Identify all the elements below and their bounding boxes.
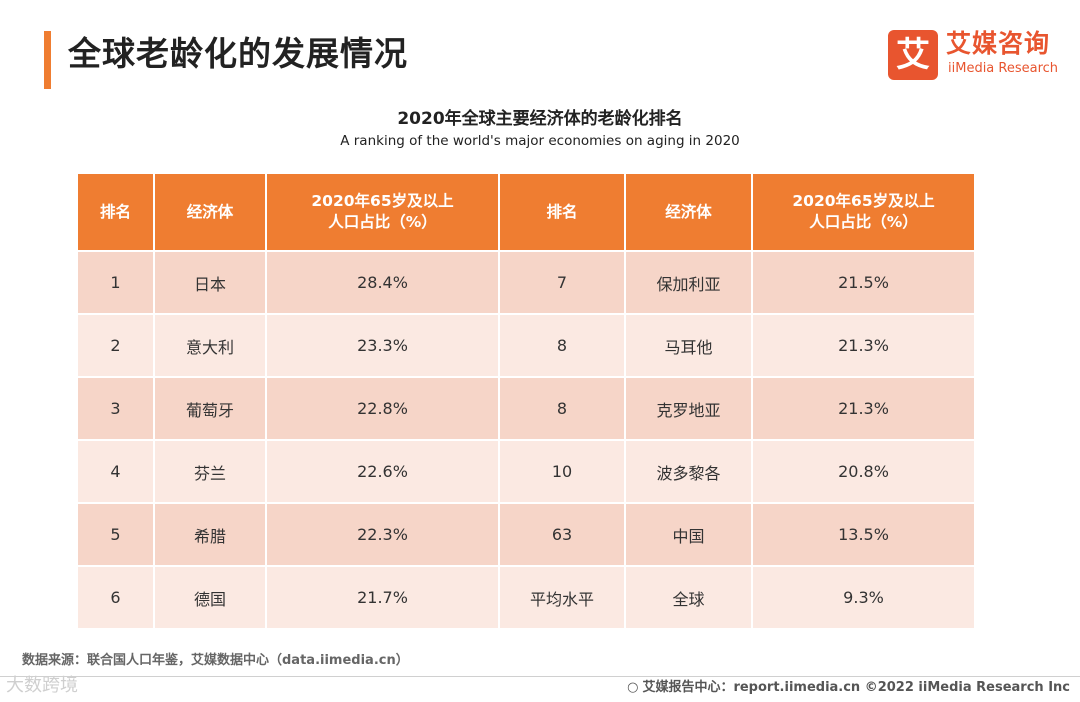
rank-cell: 4: [78, 440, 155, 504]
percent-cell: 22.6%: [266, 440, 500, 504]
economy-cell: 葡萄牙: [154, 377, 267, 441]
percent-cell: 22.3%: [266, 503, 500, 567]
page-title: 全球老龄化的发展情况: [68, 34, 408, 73]
table-title: 2020年全球主要经济体的老龄化排名: [397, 109, 683, 129]
economy-cell: 希腊: [154, 503, 267, 567]
percent-cell-2: 13.5%: [752, 503, 974, 567]
header-percent: 2020年65岁及以上 人口占比（%）: [266, 174, 500, 252]
economy-cell-2: 保加利亚: [625, 251, 753, 315]
economy-cell: 芬兰: [154, 440, 267, 504]
table-row: 5 希腊 22.3% 63 中国 13.5%: [78, 503, 974, 567]
rank-cell-2: 8: [499, 377, 626, 441]
rank-cell-2: 63: [499, 503, 626, 567]
economy-cell: 意大利: [154, 314, 267, 378]
header-percent-line2: 人口占比（%）: [328, 213, 437, 231]
table-row: 4 芬兰 22.6% 10 波多黎各 20.8%: [78, 440, 974, 504]
logo-mark: 艾: [888, 30, 938, 80]
percent-cell-2: 20.8%: [752, 440, 974, 504]
data-source-note: 数据来源：联合国人口年鉴，艾媒数据中心（data.iimedia.cn）: [22, 653, 409, 668]
rank-cell: 6: [78, 566, 155, 630]
rank-cell-2: 8: [499, 314, 626, 378]
watermark: 大数跨境: [6, 675, 78, 696]
table-subtitle: A ranking of the world's major economies…: [340, 133, 740, 149]
header-percent-2-line1: 2020年65岁及以上: [792, 192, 935, 210]
footer-credit-text: 艾媒报告中心：report.iimedia.cn ©2022 iiMedia R…: [642, 680, 1070, 695]
percent-cell: 22.8%: [266, 377, 500, 441]
rank-cell-2: 10: [499, 440, 626, 504]
table-row: 6 德国 21.7% 平均水平 全球 9.3%: [78, 566, 974, 630]
header-percent-2-line2: 人口占比（%）: [809, 213, 918, 231]
percent-cell-2: 21.3%: [752, 377, 974, 441]
economy-cell-2: 马耳他: [625, 314, 753, 378]
iimedia-logo: 艾 艾媒咨询 iiMedia Research: [888, 28, 1068, 84]
rank-cell-2: 平均水平: [499, 566, 626, 630]
rank-cell: 3: [78, 377, 155, 441]
rank-cell: 2: [78, 314, 155, 378]
percent-cell: 21.7%: [266, 566, 500, 630]
title-accent-bar: [44, 31, 51, 89]
footer-divider: [0, 676, 1080, 677]
header-rank: 排名: [78, 174, 155, 252]
header-rank-2: 排名: [499, 174, 626, 252]
table-header-row: 排名 经济体 2020年65岁及以上 人口占比（%） 排名 经济体 2020年6…: [78, 174, 974, 252]
economy-cell-2: 克罗地亚: [625, 377, 753, 441]
percent-cell: 28.4%: [266, 251, 500, 315]
economy-cell-2: 波多黎各: [625, 440, 753, 504]
rank-cell-2: 7: [499, 251, 626, 315]
economy-cell: 德国: [154, 566, 267, 630]
logo-english-name: iiMedia Research: [948, 61, 1059, 76]
header-economy: 经济体: [154, 174, 267, 252]
footer-credit: ○ 艾媒报告中心：report.iimedia.cn ©2022 iiMedia …: [627, 679, 1070, 697]
header-percent-2: 2020年65岁及以上 人口占比（%）: [752, 174, 974, 252]
percent-cell-2: 9.3%: [752, 566, 974, 630]
economy-cell: 日本: [154, 251, 267, 315]
rank-cell: 1: [78, 251, 155, 315]
header-economy-2: 经济体: [625, 174, 753, 252]
globe-icon: ○: [627, 680, 639, 695]
percent-cell-2: 21.5%: [752, 251, 974, 315]
table-row: 1 日本 28.4% 7 保加利亚 21.5%: [78, 251, 974, 315]
percent-cell: 23.3%: [266, 314, 500, 378]
percent-cell-2: 21.3%: [752, 314, 974, 378]
table-row: 2 意大利 23.3% 8 马耳他 21.3%: [78, 314, 974, 378]
aging-ranking-table: 排名 经济体 2020年65岁及以上 人口占比（%） 排名 经济体 2020年6…: [78, 174, 974, 630]
logo-chinese-name: 艾媒咨询: [946, 29, 1051, 58]
header-percent-line1: 2020年65岁及以上: [311, 192, 454, 210]
economy-cell-2: 中国: [625, 503, 753, 567]
rank-cell: 5: [78, 503, 155, 567]
table-row: 3 葡萄牙 22.8% 8 克罗地亚 21.3%: [78, 377, 974, 441]
economy-cell-2: 全球: [625, 566, 753, 630]
